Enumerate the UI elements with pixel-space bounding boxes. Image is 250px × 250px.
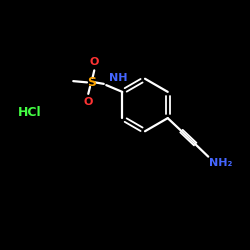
Text: O: O [84, 97, 93, 107]
Text: S: S [87, 76, 96, 89]
Text: HCl: HCl [18, 106, 42, 119]
Text: NH₂: NH₂ [210, 158, 233, 168]
Text: O: O [90, 58, 99, 68]
Text: NH: NH [109, 73, 127, 83]
